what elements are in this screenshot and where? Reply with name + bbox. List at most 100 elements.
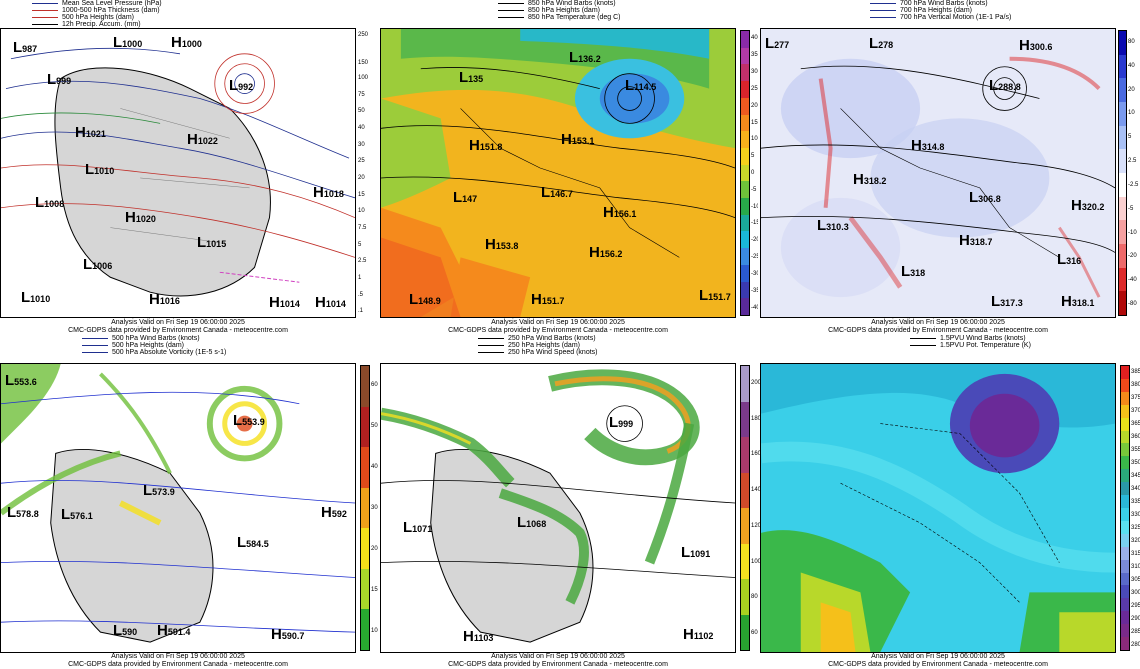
legend-item: 850 hPa Wind Barbs (knots)	[528, 0, 616, 7]
scale-tick: 20	[358, 175, 365, 181]
scale-tick: 285	[1131, 629, 1140, 635]
pressure-system: L151.7	[699, 287, 731, 304]
colorbar-segment	[741, 614, 749, 650]
scale-tick: 10	[1128, 110, 1135, 116]
scale-tick: 30	[371, 505, 378, 511]
scale-tick: 360	[1131, 434, 1140, 440]
map-700: L277 L278 H300.6 L288.8 H314.8 H318.2 L3…	[760, 28, 1116, 318]
legend-item: 700 hPa Heights (dam)	[900, 7, 972, 14]
colorbar-segment	[1121, 546, 1129, 560]
pressure-system: L1091	[681, 544, 711, 561]
pressure-system: H318.2	[853, 171, 887, 188]
pressure-system: L987	[13, 39, 38, 56]
scale-tick: 0	[751, 170, 755, 176]
caption-line: CMC-GDPS data provided by Environment Ca…	[68, 661, 288, 668]
scale-tick: 10	[358, 208, 365, 214]
scale-tick: 305	[1131, 577, 1140, 583]
scale-tick: -40	[1128, 277, 1137, 283]
colorbar-segment	[1121, 533, 1129, 547]
scale-tick: 1	[358, 275, 362, 281]
legend-item: 700 hPa Wind Barbs (knots)	[900, 0, 988, 7]
scale-tick: 315	[1131, 551, 1140, 557]
scale-tick: 40	[371, 464, 378, 470]
pressure-system: L1010	[85, 161, 115, 178]
pressure-system: L1008	[35, 194, 65, 211]
map-pvu	[760, 363, 1116, 653]
scale-tick: 355	[1131, 447, 1140, 453]
pressure-system: L590	[113, 622, 138, 639]
pressure-system: H590.7	[271, 626, 305, 643]
pressure-system: H1022	[187, 131, 218, 148]
colorbar-segment	[361, 609, 369, 651]
scale-tick: 15	[371, 587, 378, 593]
pressure-system: H318.7	[959, 232, 993, 249]
map-250-graphic	[381, 364, 735, 652]
caption-mslp: Analysis Valid on Fri Sep 19 06:00:00 20…	[0, 319, 356, 335]
scale-ticks: 250 150 100 75 50 40 30 25 20 15 10 7.5 …	[358, 30, 370, 316]
pressure-system: L1068	[517, 514, 547, 531]
pressure-system: L1010	[21, 289, 51, 306]
colorbar-segment	[741, 47, 749, 65]
colorbar-segment	[1121, 443, 1129, 457]
legend-pvu: 1.5PVU Wind Barbs (knots) 1.5PVU Pot. Te…	[910, 335, 1031, 349]
colorbar-segment	[361, 487, 369, 529]
pressure-system: L999	[609, 414, 634, 431]
colorbar-segment	[741, 231, 749, 249]
scale-tick: 350	[1131, 460, 1140, 466]
colorbar-segment	[741, 214, 749, 232]
scale-tick: -25	[751, 254, 758, 260]
legend-700: 700 hPa Wind Barbs (knots) 700 hPa Heigh…	[870, 0, 1011, 21]
scale-tick: -40	[751, 305, 758, 311]
scale-ticks-500: 60 50 40 30 20 15 10	[371, 365, 380, 651]
pressure-system: L148.9	[409, 291, 441, 308]
scale-tick: -10	[1128, 230, 1137, 236]
scale-tick: 15	[358, 192, 365, 198]
colorbar-segment	[1119, 291, 1126, 316]
scale-tick: 5	[751, 153, 755, 159]
caption-line: CMC-GDPS data provided by Environment Ca…	[828, 661, 1048, 668]
colorbar-segment	[1121, 430, 1129, 444]
caption-line: Analysis Valid on Fri Sep 19 06:00:00 20…	[491, 653, 625, 660]
colorbar-segment	[741, 198, 749, 215]
scale-tick: 7.5	[358, 225, 367, 231]
colorbar-segment	[1121, 378, 1129, 392]
legend-500: 500 hPa Wind Barbs (knots) 500 hPa Heigh…	[82, 335, 226, 356]
colorbar-segment	[1119, 267, 1126, 292]
caption-500: Analysis Valid on Fri Sep 19 06:00:00 20…	[0, 653, 356, 669]
colorbar-segment	[741, 131, 749, 148]
scale-tick: 80	[1128, 39, 1135, 45]
colorbar-segment	[1121, 366, 1129, 379]
scale-tick: 150	[358, 60, 369, 66]
colorbar-segment	[1119, 78, 1126, 103]
colorbar-segment	[741, 147, 749, 165]
colorbar-segment	[1119, 54, 1126, 79]
legend-mslp: Mean Sea Level Pressure (hPa) 1000-500 h…	[32, 0, 162, 28]
legend-item: 500 hPa Absolute Vorticity (1E-5 s-1)	[112, 349, 227, 356]
scale-tick: 40	[358, 125, 365, 131]
pressure-system: L136.2	[569, 49, 601, 66]
scale-ticks-pvu: 385 380 375 370 365 360 355 350 345 340 335 330 325 3…	[1131, 365, 1140, 651]
scale-tick: 2.5	[1128, 158, 1137, 164]
pressure-system: L277	[765, 35, 790, 52]
scale-tick: 10	[751, 136, 758, 142]
panel-500: 500 hPa Wind Barbs (knots) 500 hPa Heigh…	[0, 335, 380, 669]
pressure-system: H151.8	[469, 137, 503, 154]
scale-tick: 35	[751, 52, 758, 58]
legend-item: 1.5PVU Pot. Temperature (K)	[940, 342, 1031, 349]
scale-tick: -80	[1128, 301, 1137, 307]
colorbar-segment	[1119, 149, 1126, 174]
legend-item: 500 hPa Heights (dam)	[112, 342, 184, 349]
scale-tick: 375	[1131, 395, 1140, 401]
pressure-system: L318	[901, 263, 926, 280]
pressure-system: L992	[229, 77, 254, 94]
colorbar-segment	[741, 97, 749, 115]
pressure-system: H314.8	[911, 137, 945, 154]
colorbar-segment	[741, 64, 749, 82]
colorbar-segment	[361, 528, 369, 569]
legend-item: 1000-500 hPa Thickness (dam)	[62, 7, 160, 14]
caption-line: Analysis Valid on Fri Sep 19 06:00:00 20…	[111, 319, 245, 326]
pressure-system: H1020	[125, 209, 156, 226]
colorbar-segment	[741, 281, 749, 299]
scale-tick: 325	[1131, 525, 1140, 531]
pressure-system: L306.8	[969, 189, 1001, 206]
